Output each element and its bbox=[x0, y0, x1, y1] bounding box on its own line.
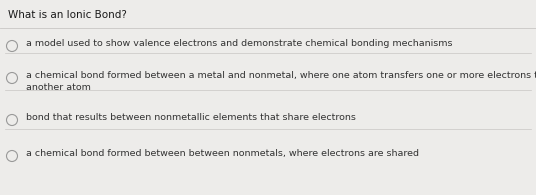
Text: bond that results between nonmetallic elements that share electrons: bond that results between nonmetallic el… bbox=[26, 113, 356, 122]
Text: a model used to show valence electrons and demonstrate chemical bonding mechanis: a model used to show valence electrons a… bbox=[26, 39, 452, 48]
Text: What is an Ionic Bond?: What is an Ionic Bond? bbox=[8, 10, 127, 20]
Text: a chemical bond formed between a metal and nonmetal, where one atom transfers on: a chemical bond formed between a metal a… bbox=[26, 71, 536, 92]
Text: a chemical bond formed between between nonmetals, where electrons are shared: a chemical bond formed between between n… bbox=[26, 149, 419, 158]
